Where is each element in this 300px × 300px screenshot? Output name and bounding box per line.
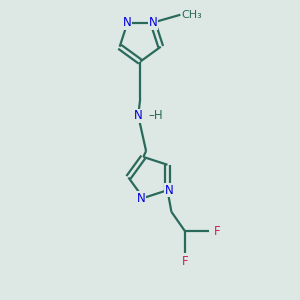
Text: CH₃: CH₃ [182,10,202,20]
Text: N: N [165,184,174,197]
Text: N: N [123,16,132,29]
Text: F: F [182,255,188,268]
Text: –H: –H [148,109,163,122]
Text: F: F [214,225,221,238]
Text: N: N [137,191,146,205]
Text: N: N [134,109,142,122]
Text: N: N [148,16,157,29]
